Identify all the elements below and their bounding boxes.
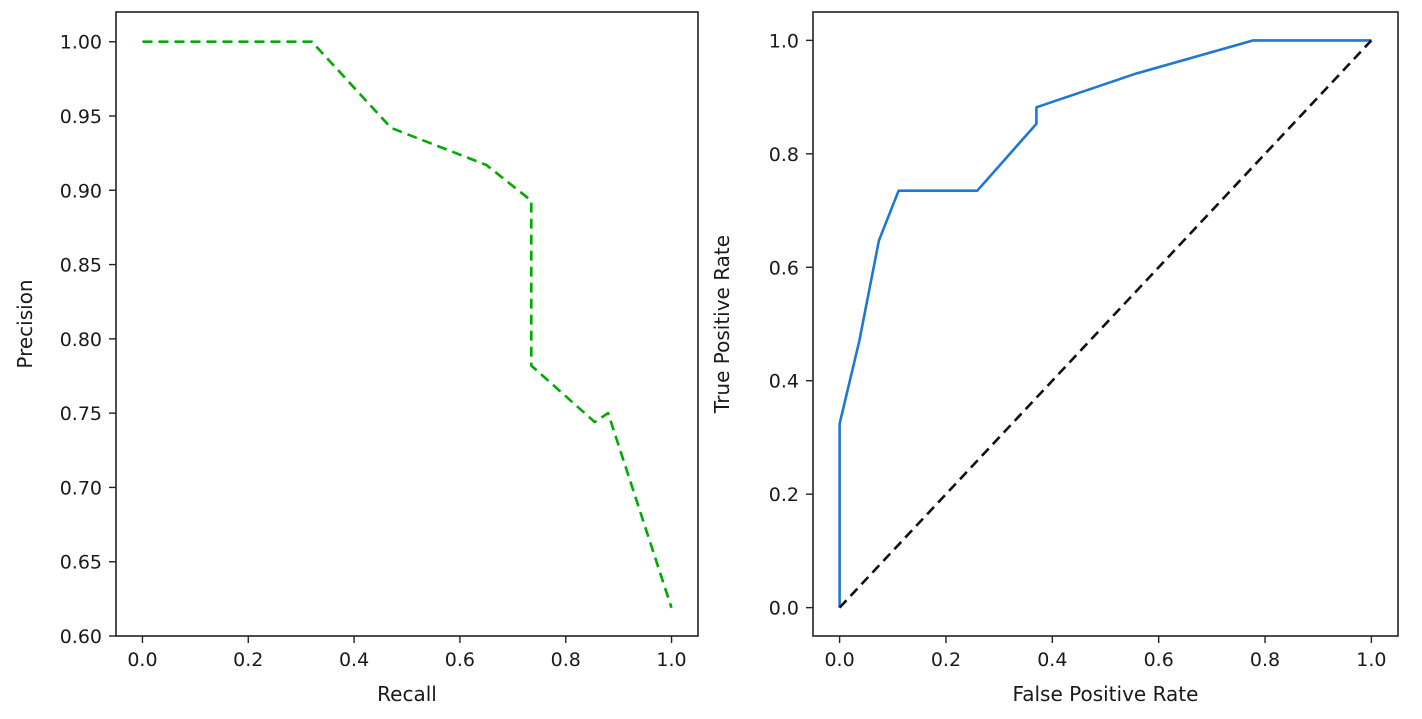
precision-recall-chart: 0.0 0.2 0.4 0.6 0.8 1.0 0.60 0.65 0.70 0.75 0.80 0.… <box>13 11 699 706</box>
pr-y-tick-label: 0.75 <box>60 403 102 425</box>
pr-y-tick-label: 0.70 <box>60 477 102 499</box>
roc-series-line-1 <box>838 39 1373 609</box>
roc-y-tick-label: 0.0 <box>769 598 799 620</box>
pr-x-tick-label: 0.2 <box>233 649 263 671</box>
pr-y-tick-label: 0.85 <box>60 255 102 277</box>
pr-x-tick-label: 1.0 <box>656 649 686 671</box>
roc-y-tick-label: 1.0 <box>769 30 799 52</box>
roc-y-tick-label: 0.6 <box>769 257 799 279</box>
pr-x-axis-label: Recall <box>377 682 437 706</box>
pr-series-line-0 <box>142 40 673 609</box>
pr-x-tick-label: 0.4 <box>339 649 369 671</box>
pr-plot-frame <box>115 11 699 637</box>
roc-x-tick-label: 0.2 <box>931 649 961 671</box>
pr-x-tick-label: 0.6 <box>445 649 475 671</box>
roc-y-tick-label: 0.8 <box>769 144 799 166</box>
roc-series-line-0 <box>838 39 1372 608</box>
pr-y-tick-label: 0.60 <box>60 626 102 648</box>
pr-x-tick-label: 0.8 <box>551 649 581 671</box>
roc-x-tick-label: 1.0 <box>1356 649 1386 671</box>
roc-chart: 0.0 0.2 0.4 0.6 0.8 1.0 0.0 0.2 0.4 0.6 0.8 1.0 Fals… <box>710 11 1399 706</box>
roc-x-tick-label: 0.8 <box>1250 649 1280 671</box>
pr-y-tick-label: 0.80 <box>60 329 102 351</box>
roc-x-tick-label: 0.6 <box>1144 649 1174 671</box>
pr-y-axis-label: Precision <box>13 279 37 368</box>
roc-plot-frame <box>812 11 1399 637</box>
pr-x-tick-label: 0.0 <box>127 649 157 671</box>
pr-y-tick-label: 0.65 <box>60 552 102 574</box>
roc-y-tick-label: 0.2 <box>769 484 799 506</box>
roc-x-tick-label: 0.4 <box>1037 649 1067 671</box>
roc-y-axis-label: True Positive Rate <box>710 235 734 414</box>
roc-x-tick-label: 0.0 <box>824 649 854 671</box>
pr-y-tick-label: 0.90 <box>60 180 102 202</box>
roc-x-axis-label: False Positive Rate <box>1013 682 1199 706</box>
roc-y-tick-label: 0.4 <box>769 371 799 393</box>
pr-y-tick-label: 0.95 <box>60 106 102 128</box>
pr-y-tick-label: 1.00 <box>60 32 102 54</box>
